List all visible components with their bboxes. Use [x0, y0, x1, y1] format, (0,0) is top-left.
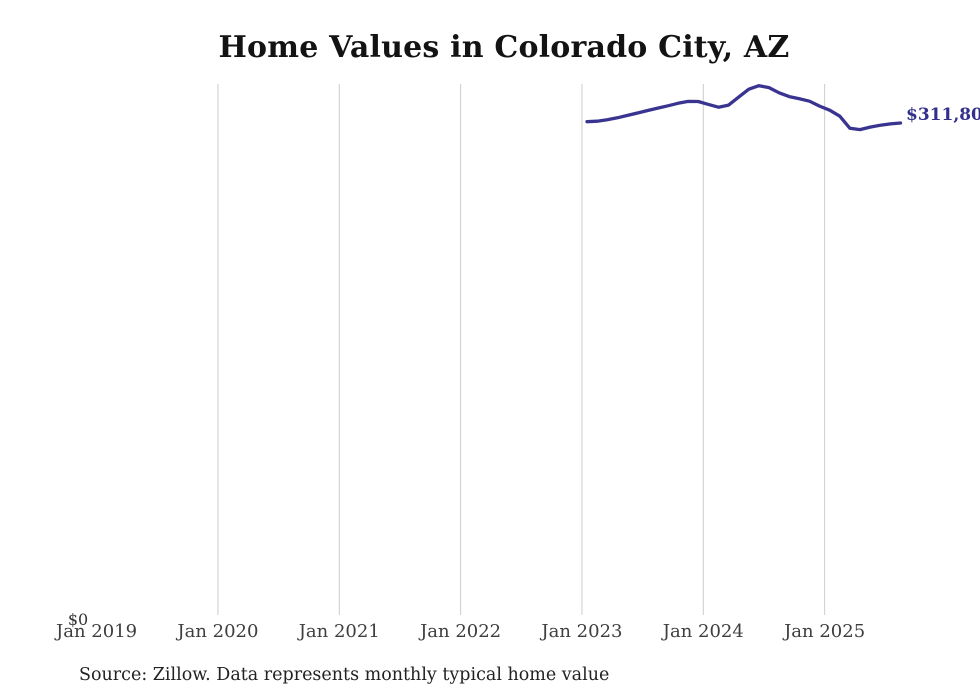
- source-note: Source: Zillow. Data represents monthly …: [79, 665, 610, 685]
- x-tick-label: Jan 2021: [298, 621, 380, 642]
- x-tick-label: Jan 2024: [662, 621, 744, 642]
- x-tick-label: Jan 2019: [56, 621, 138, 642]
- chart-title: Home Values in Colorado City, AZ: [218, 30, 790, 65]
- x-tick-label: Jan 2025: [784, 621, 866, 642]
- vertical-gridlines: [217, 84, 826, 615]
- x-tick-label: Jan 2020: [177, 621, 259, 642]
- y-axis-zero-label: $0: [67, 610, 89, 629]
- x-tick-label: Jan 2023: [541, 621, 623, 642]
- x-tick-label: Jan 2022: [420, 621, 502, 642]
- end-value-label: $311,800: [906, 105, 980, 125]
- home-value-series-line: [585, 84, 903, 132]
